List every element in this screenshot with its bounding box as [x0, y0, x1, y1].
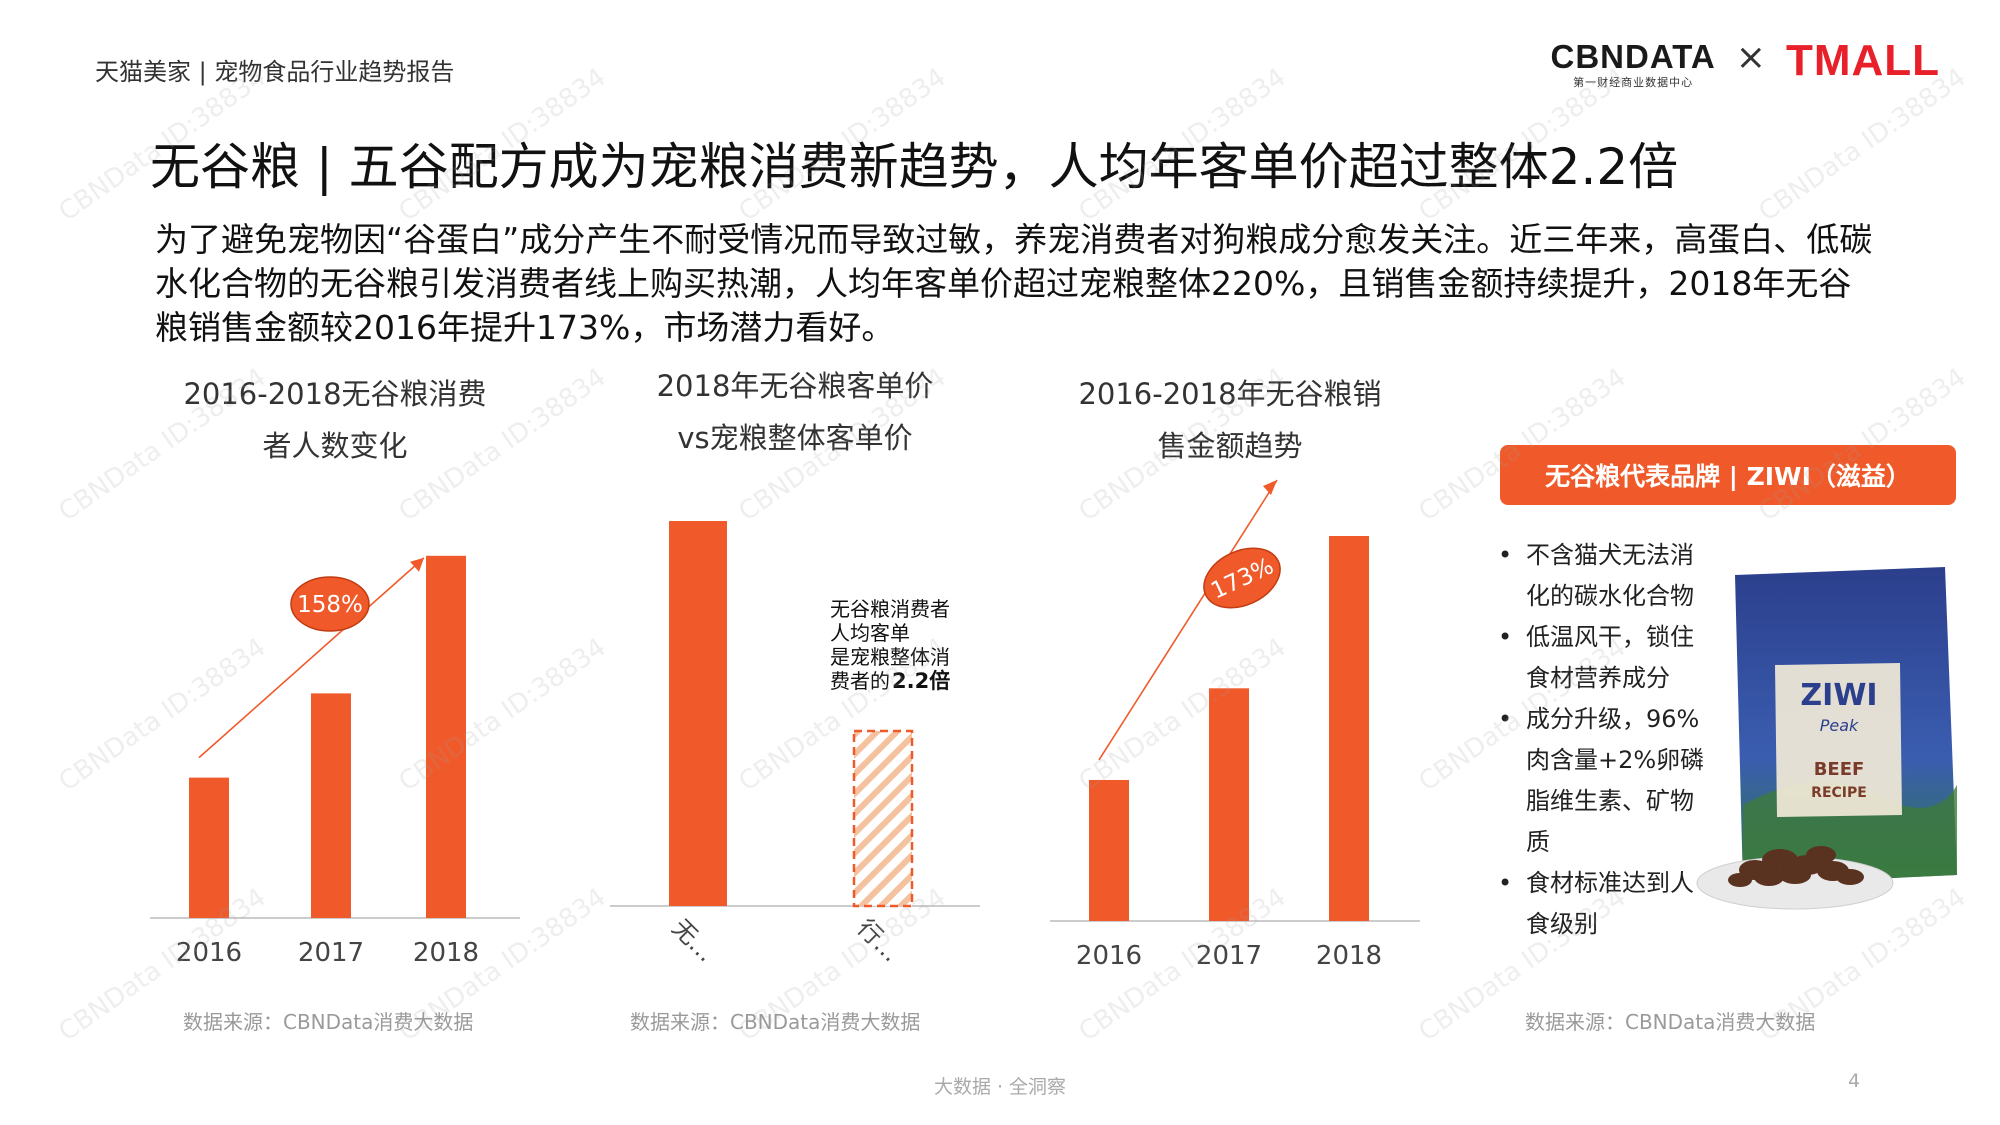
- brand-feature-item: 不含猫犬无法消化的碳水化合物: [1490, 535, 1710, 617]
- chart1-source: 数据来源：CBNData消费大数据: [183, 1010, 474, 1034]
- chart1-consumer-count: 2016 2017 2018 158%: [150, 555, 520, 968]
- chart2-annotation-line: 无谷粮消费者: [830, 597, 950, 621]
- ziwi-product-image: ZIWI Peak BEEF RECIPE: [1696, 567, 1957, 910]
- brand-feature-item: 食材标准达到人食级别: [1490, 863, 1710, 945]
- chart2-bar-grainfree: [669, 521, 727, 906]
- chart2-annotation-bold: 2.2倍: [892, 669, 950, 693]
- chart3-growth-badge: [1203, 547, 1281, 609]
- chart1-title-line2: 者人数变化: [262, 429, 408, 463]
- chart1-bar-2018: [426, 555, 466, 918]
- brand-feature-item: 低温风干，锁住食材营养成分: [1490, 617, 1710, 699]
- product-label-recipe: RECIPE: [1811, 785, 1867, 801]
- chart1-xtick-2017: 2017: [298, 938, 364, 968]
- chart2-bar-overall: [852, 729, 914, 908]
- chart1-xtick-2016: 2016: [176, 938, 242, 968]
- chart1-trend-arrow: [198, 557, 425, 759]
- product-label-ziwi: ZIWI: [1800, 678, 1877, 713]
- report-header-title: 天猫美家 | 宠物食品行业趋势报告: [95, 58, 455, 86]
- product-kibble: [1728, 846, 1864, 887]
- chart3-bar-2017: [1209, 688, 1249, 921]
- chart1-bar-2016: [189, 777, 229, 918]
- times-icon: ×: [1735, 37, 1766, 78]
- chart2-title: 2018年无谷粮客单价 vs宠粮整体客单价: [605, 360, 985, 464]
- chart2-annotation-line: 是宠粮整体消: [830, 645, 950, 669]
- tmall-logo: TMALL: [1785, 36, 1940, 85]
- page-title: 无谷粮 | 五谷配方成为宠粮消费新趋势，人均年客单价超过整体2.2倍: [150, 138, 1679, 196]
- intro-paragraph: 为了避免宠物因“谷蛋白”成分产生不耐受情况而导致过敏，养宠消费者对狗粮成分愈发关…: [155, 220, 1873, 347]
- brand-source: 数据来源：CBNData消费大数据: [1525, 1010, 1816, 1034]
- chart1-growth-label: 158%: [297, 592, 363, 618]
- chart1-growth-badge: [290, 576, 370, 632]
- chart3-title: 2016-2018年无谷粮销 售金额趋势: [1040, 368, 1420, 472]
- chart3-title-line2: 售金额趋势: [1157, 429, 1303, 463]
- footer-tagline: 大数据 · 全洞察: [933, 1076, 1067, 1098]
- chart1-arrowhead: [410, 557, 424, 572]
- chart2-title-line1: 2018年无谷粮客单价: [656, 369, 934, 403]
- chart1-title: 2016-2018无谷粮消费 者人数变化: [150, 368, 520, 472]
- chart3-xtick-2017: 2017: [1196, 941, 1262, 971]
- page-number: 4: [1848, 1070, 1861, 1092]
- brand-title-bar: 无谷粮代表品牌 | ZIWI（滋益）: [1500, 445, 1956, 505]
- chart3-bar-2018: [1329, 536, 1369, 921]
- chart3-xtick-2016: 2016: [1076, 941, 1142, 971]
- chart1-title-line1: 2016-2018无谷粮消费: [183, 377, 487, 411]
- brand-feature-item: 成分升级，96%肉含量+2%卵磷脂维生素、矿物质: [1490, 699, 1710, 863]
- chart3-title-line1: 2016-2018年无谷粮销: [1078, 377, 1382, 411]
- brand-feature-list: 不含猫犬无法消化的碳水化合物 低温风干，锁住食材营养成分 成分升级，96%肉含量…: [1490, 535, 1710, 945]
- brand-logos: CBNDATA 第一财经商业数据中心 × TMALL: [1551, 38, 1940, 90]
- chart3-trend-arrow: [1098, 479, 1278, 761]
- cbndata-logo-text: CBNDATA: [1550, 38, 1716, 75]
- chart2-source: 数据来源：CBNData消费大数据: [630, 1010, 921, 1034]
- chart3-xtick-2018: 2018: [1316, 941, 1382, 971]
- cbndata-logo-subtitle: 第一财经商业数据中心: [1573, 76, 1694, 89]
- chart1-bar-2017: [311, 693, 351, 918]
- chart3-bar-2016: [1089, 779, 1129, 921]
- chart2-annotation-line: 费者的: [830, 669, 890, 693]
- chart2-annotation-line: 人均客单: [830, 621, 910, 645]
- chart2-xtick-0: 无…: [667, 914, 721, 968]
- product-label-beef: BEEF: [1814, 759, 1865, 780]
- chart3-arrowhead: [1263, 480, 1277, 495]
- product-label-panel: [1775, 663, 1902, 817]
- chart2-title-line2: vs宠粮整体客单价: [677, 421, 913, 455]
- chart1-xtick-2018: 2018: [413, 938, 479, 968]
- cbndata-logo: CBNDATA 第一财经商业数据中心: [1551, 38, 1716, 90]
- product-label-peak: Peak: [1820, 716, 1859, 735]
